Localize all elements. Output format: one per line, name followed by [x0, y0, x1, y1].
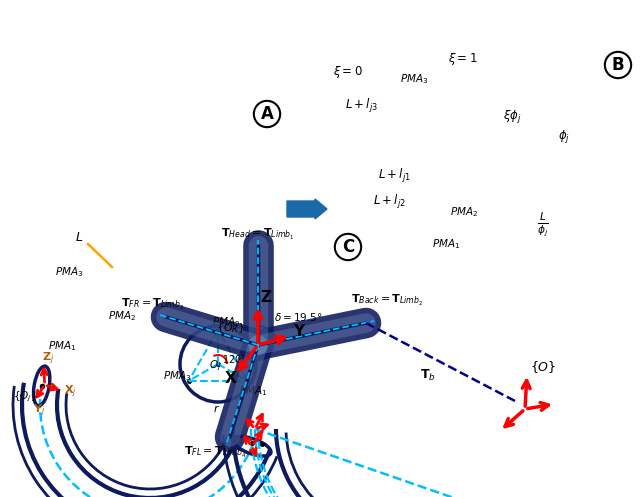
Text: $O_j$: $O_j$ — [209, 358, 221, 373]
Text: $PMA_2$: $PMA_2$ — [108, 309, 136, 323]
Text: $\mathbf{T}_{FL}=\mathbf{T}_{Limb_4}$: $\mathbf{T}_{FL}=\mathbf{T}_{Limb_4}$ — [184, 445, 246, 460]
Text: $\frac{L}{\phi_j}$: $\frac{L}{\phi_j}$ — [537, 210, 548, 238]
Text: $PMA_1$: $PMA_1$ — [48, 339, 76, 353]
Text: $\mathbf{Y}_j$: $\mathbf{Y}_j$ — [33, 402, 45, 418]
Text: A: A — [260, 105, 273, 123]
Text: $PMA_1$: $PMA_1$ — [239, 384, 268, 398]
Text: $\{O_j\}$: $\{O_j\}$ — [13, 389, 37, 404]
Text: C: C — [342, 238, 354, 256]
Text: $120°$: $120°$ — [222, 353, 246, 365]
Text: $\delta=19.5°$: $\delta=19.5°$ — [274, 311, 323, 323]
Text: $L+l_{j3}$: $L+l_{j3}$ — [345, 97, 378, 115]
Text: $\mathbf{T}_{FR}=\mathbf{T}_{Limb_3}$: $\mathbf{T}_{FR}=\mathbf{T}_{Limb_3}$ — [121, 297, 184, 312]
Text: $\mathbf{Y}$: $\mathbf{Y}$ — [293, 323, 307, 339]
Text: $\mathbf{Z}_j$: $\mathbf{Z}_j$ — [42, 350, 54, 367]
Text: $L+l_{j1}$: $L+l_{j1}$ — [378, 167, 411, 185]
Text: $PMA_2$: $PMA_2$ — [212, 315, 240, 329]
Text: $\mathbf{X}$: $\mathbf{X}$ — [224, 370, 237, 386]
Text: $\mathbf{T}_{Back}=\mathbf{T}_{Limb_2}$: $\mathbf{T}_{Back}=\mathbf{T}_{Limb_2}$ — [351, 293, 423, 308]
Text: B: B — [612, 56, 624, 74]
Text: $PMA_3$: $PMA_3$ — [163, 369, 191, 383]
Text: $\xi=1$: $\xi=1$ — [448, 51, 477, 67]
Text: $\xi=0$: $\xi=0$ — [333, 64, 363, 80]
Text: $\mathbf{T}_b$: $\mathbf{T}_b$ — [420, 368, 436, 383]
Text: $PMA_3$: $PMA_3$ — [400, 72, 428, 86]
Text: $\mathbf{Z}$: $\mathbf{Z}$ — [260, 289, 273, 305]
Text: $r$: $r$ — [213, 403, 220, 414]
Text: $PMA_2$: $PMA_2$ — [450, 205, 478, 219]
Text: $L$: $L$ — [75, 231, 83, 244]
Text: $\mathbf{X}_j$: $\mathbf{X}_j$ — [63, 383, 77, 400]
Text: $PMA_3$: $PMA_3$ — [55, 265, 83, 279]
Text: $PMA_1$: $PMA_1$ — [432, 237, 460, 251]
FancyArrow shape — [287, 199, 327, 219]
Text: $\{O_R\}$: $\{O_R\}$ — [216, 321, 245, 335]
Text: $L+l_{j2}$: $L+l_{j2}$ — [373, 193, 406, 211]
Text: $\xi\phi_j$: $\xi\phi_j$ — [503, 108, 522, 125]
Text: $\mathbf{T}_{Head}=\mathbf{T}_{Limb_1}$: $\mathbf{T}_{Head}=\mathbf{T}_{Limb_1}$ — [221, 227, 295, 242]
Text: $\phi_j$: $\phi_j$ — [558, 128, 570, 145]
Text: $\{O\}$: $\{O\}$ — [530, 359, 556, 375]
